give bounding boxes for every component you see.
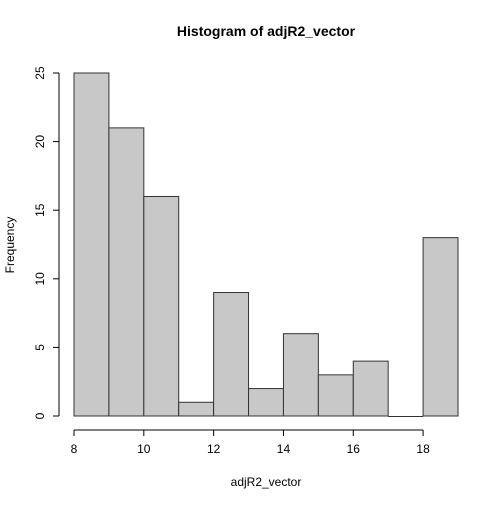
y-tick-label-5: 25 <box>33 66 47 80</box>
x-tick-label-2: 12 <box>207 442 221 456</box>
x-tick-label-5: 18 <box>416 442 430 456</box>
histogram-bar-1 <box>108 127 145 417</box>
y-axis: 0 5 10 15 20 25 <box>33 66 60 419</box>
y-axis-label: Frequency <box>3 217 17 274</box>
histogram-bar-0 <box>73 72 110 417</box>
histogram-bar-3 <box>178 401 215 417</box>
y-tick-label-2: 10 <box>33 272 47 286</box>
histogram-bar-6 <box>282 333 319 417</box>
chart-title: Histogram of adjR2_vector <box>177 23 356 39</box>
x-tick-label-0: 8 <box>71 442 78 456</box>
histogram-bar-10 <box>422 237 459 417</box>
histogram-bar-2 <box>143 195 180 417</box>
histogram-bar-7 <box>317 374 354 417</box>
y-tick-label-3: 15 <box>33 203 47 217</box>
x-tick-label-4: 16 <box>347 442 361 456</box>
x-axis-label: adjR2_vector <box>231 475 302 489</box>
y-tick-label-4: 20 <box>33 135 47 149</box>
histogram-bar-8 <box>352 360 389 417</box>
x-tick-label-3: 14 <box>277 442 291 456</box>
bars-layer <box>73 72 459 417</box>
histogram-bar-4 <box>213 292 250 417</box>
x-axis: 8 10 12 14 16 18 <box>71 429 430 456</box>
y-tick-label-0: 0 <box>33 412 47 419</box>
x-tick-label-1: 10 <box>137 442 151 456</box>
histogram-bar-5 <box>248 388 284 417</box>
y-tick-label-1: 5 <box>33 344 47 351</box>
